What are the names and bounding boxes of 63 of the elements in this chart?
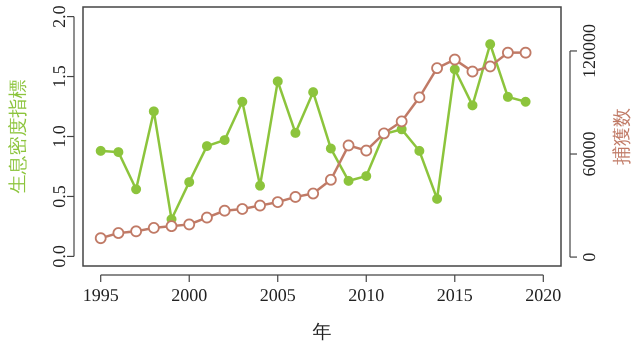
point bbox=[272, 76, 283, 86]
point bbox=[520, 46, 532, 59]
point bbox=[166, 220, 178, 232]
point bbox=[96, 146, 106, 156]
y-tick-label: 1.0 bbox=[49, 125, 69, 148]
y2-tick-label: 60000 bbox=[579, 132, 599, 177]
point bbox=[344, 176, 354, 186]
x-tick-label: 2020 bbox=[525, 285, 562, 305]
point bbox=[485, 39, 496, 50]
x-tick-label: 2015 bbox=[436, 285, 473, 305]
point bbox=[236, 203, 248, 215]
point bbox=[448, 54, 461, 66]
point bbox=[396, 115, 408, 128]
point bbox=[131, 184, 142, 194]
y2-tick-label: 120000 bbox=[579, 24, 599, 78]
point bbox=[94, 232, 107, 244]
point bbox=[272, 196, 284, 208]
point bbox=[130, 225, 142, 238]
point bbox=[148, 106, 159, 116]
y-tick-label: 0.5 bbox=[49, 185, 69, 208]
point bbox=[254, 200, 266, 212]
point bbox=[290, 191, 302, 203]
point bbox=[431, 62, 443, 74]
x-tick-label: 2000 bbox=[171, 285, 208, 305]
point bbox=[324, 174, 337, 186]
point bbox=[466, 66, 478, 78]
point bbox=[414, 146, 424, 156]
point bbox=[220, 135, 230, 146]
point bbox=[184, 177, 194, 188]
point bbox=[237, 96, 248, 107]
y-tick-label: 1.5 bbox=[49, 65, 69, 88]
point bbox=[202, 141, 212, 152]
point bbox=[413, 91, 426, 104]
y-tick-label: 2.0 bbox=[49, 5, 69, 28]
point bbox=[307, 188, 320, 200]
point bbox=[502, 46, 514, 59]
y-axis-title: 生息密度指標 bbox=[7, 80, 29, 194]
point bbox=[361, 171, 372, 182]
point bbox=[467, 100, 478, 110]
point bbox=[148, 222, 160, 234]
point bbox=[502, 92, 513, 102]
x-tick-label: 1995 bbox=[82, 285, 119, 305]
point bbox=[112, 227, 124, 239]
y-tick-label: 0.0 bbox=[49, 245, 69, 268]
y2-axis-title: 捕獲数 bbox=[611, 108, 633, 165]
x-tick-label: 2005 bbox=[260, 285, 296, 305]
point bbox=[360, 144, 372, 156]
point bbox=[520, 96, 531, 107]
point bbox=[255, 180, 266, 191]
point bbox=[290, 128, 300, 138]
point bbox=[183, 218, 196, 230]
point bbox=[450, 64, 460, 74]
point bbox=[201, 212, 213, 224]
x-tick-label: 2010 bbox=[348, 285, 384, 305]
point bbox=[342, 140, 354, 152]
point bbox=[218, 204, 231, 217]
x-axis-title: 年 bbox=[312, 321, 332, 343]
y2-tick-label: 0 bbox=[579, 252, 599, 262]
point bbox=[432, 194, 442, 204]
point bbox=[326, 143, 336, 154]
point bbox=[484, 60, 496, 72]
point bbox=[113, 147, 124, 158]
point bbox=[308, 87, 318, 98]
